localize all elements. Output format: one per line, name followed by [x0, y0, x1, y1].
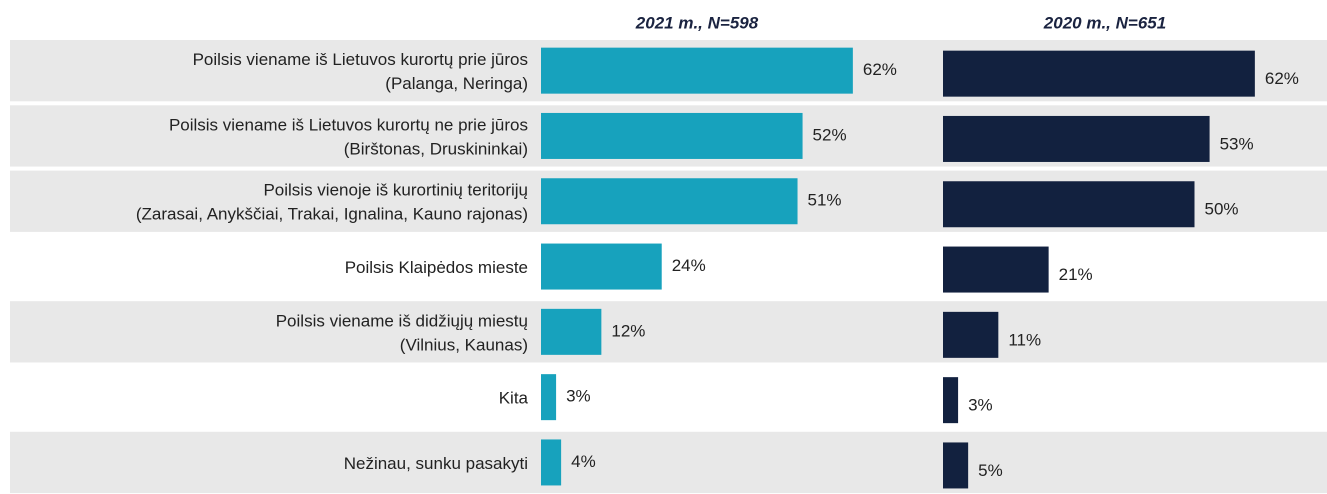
category-label: Poilsis Klaipėdos mieste — [345, 258, 528, 277]
bar — [541, 112, 803, 159]
bar — [541, 178, 798, 225]
value-label: 52% — [813, 125, 847, 144]
bar — [943, 311, 999, 358]
value-label: 21% — [1059, 265, 1093, 284]
category-label: (Vilnius, Kaunas) — [400, 335, 528, 354]
series-title: 2021 m., N=598 — [635, 13, 759, 32]
category-label: (Palanga, Neringa) — [385, 74, 528, 93]
series-title: 2020 m., N=651 — [1043, 13, 1166, 32]
category-label: Poilsis viename iš didžiųjų miestų — [276, 311, 528, 330]
category-label: Kita — [499, 389, 529, 408]
category-label: Poilsis viename iš Lietuvos kurortų ne p… — [169, 115, 528, 134]
value-label: 5% — [978, 461, 1003, 480]
row-band — [10, 431, 1327, 494]
value-label: 3% — [566, 387, 591, 406]
bar — [541, 439, 562, 486]
category-label: Poilsis viename iš Lietuvos kurortų prie… — [193, 50, 528, 69]
value-label: 11% — [1008, 330, 1041, 349]
category-label: Poilsis vienoje iš kurortinių teritorijų — [263, 181, 528, 200]
bar — [943, 377, 959, 424]
bar — [541, 47, 853, 94]
value-label: 62% — [1265, 69, 1299, 88]
value-label: 51% — [808, 191, 842, 210]
value-label: 3% — [968, 396, 993, 415]
row-band — [10, 301, 1327, 363]
bar — [943, 50, 1255, 97]
value-label: 53% — [1220, 134, 1254, 153]
bar — [541, 374, 557, 421]
category-label: Nežinau, sunku pasakyti — [344, 454, 528, 473]
bar — [943, 115, 1210, 162]
category-label: (Birštonas, Druskininkai) — [344, 139, 528, 158]
value-label: 24% — [672, 256, 706, 275]
value-label: 62% — [863, 60, 897, 79]
bar — [943, 246, 1049, 293]
bar — [943, 181, 1195, 228]
value-label: 50% — [1205, 200, 1239, 219]
value-label: 12% — [611, 321, 645, 340]
bar — [541, 308, 602, 355]
bar — [541, 243, 662, 290]
bar — [943, 442, 969, 489]
value-label: 4% — [571, 452, 596, 471]
category-label: (Zarasai, Anykščiai, Trakai, Ignalina, K… — [136, 205, 528, 224]
